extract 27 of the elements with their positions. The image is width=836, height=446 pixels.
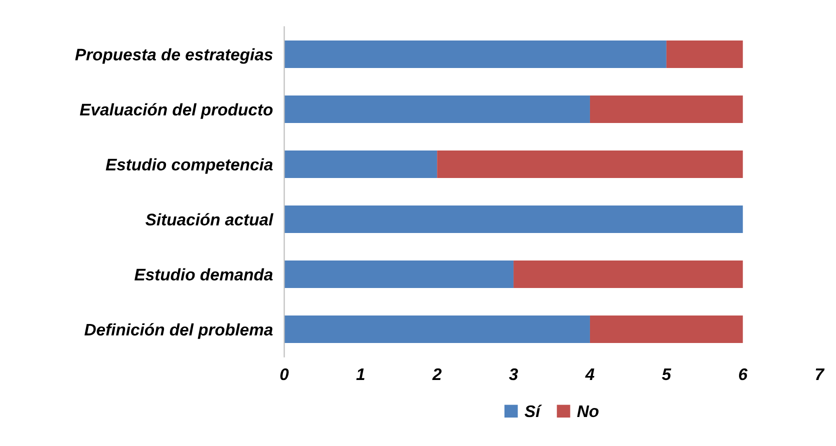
x-tick-label: 5	[662, 368, 672, 380]
bar	[666, 40, 743, 68]
bar	[284, 150, 438, 178]
x-tick-label: 0	[280, 368, 289, 380]
x-tick-label: 7	[816, 368, 825, 380]
x-tick-label: 4	[585, 368, 594, 380]
x-tick-label: 6	[738, 368, 748, 380]
x-tick-label: 1	[356, 368, 364, 380]
y-tick-label: Estudio demanda	[134, 268, 273, 280]
bar	[590, 96, 743, 124]
y-tick-label: Definición del problema	[84, 323, 273, 339]
bar	[514, 260, 743, 288]
bar	[590, 316, 743, 344]
bar	[284, 206, 743, 234]
bar	[284, 40, 666, 68]
y-tick-label: Evaluación del producto	[80, 103, 273, 119]
legend-label: Sí	[524, 404, 542, 418]
y-tick-label: Estudio competencia	[106, 158, 273, 174]
bar	[437, 150, 743, 178]
legend-label: No	[577, 406, 599, 418]
x-tick-label: 3	[509, 368, 518, 380]
y-tick-label: Propuesta de estrategias	[75, 48, 273, 64]
bar	[284, 260, 514, 288]
bar	[284, 316, 590, 344]
bar	[284, 96, 590, 124]
y-tick-label: Situación actual	[146, 213, 274, 226]
x-tick-label: 2	[432, 368, 442, 380]
